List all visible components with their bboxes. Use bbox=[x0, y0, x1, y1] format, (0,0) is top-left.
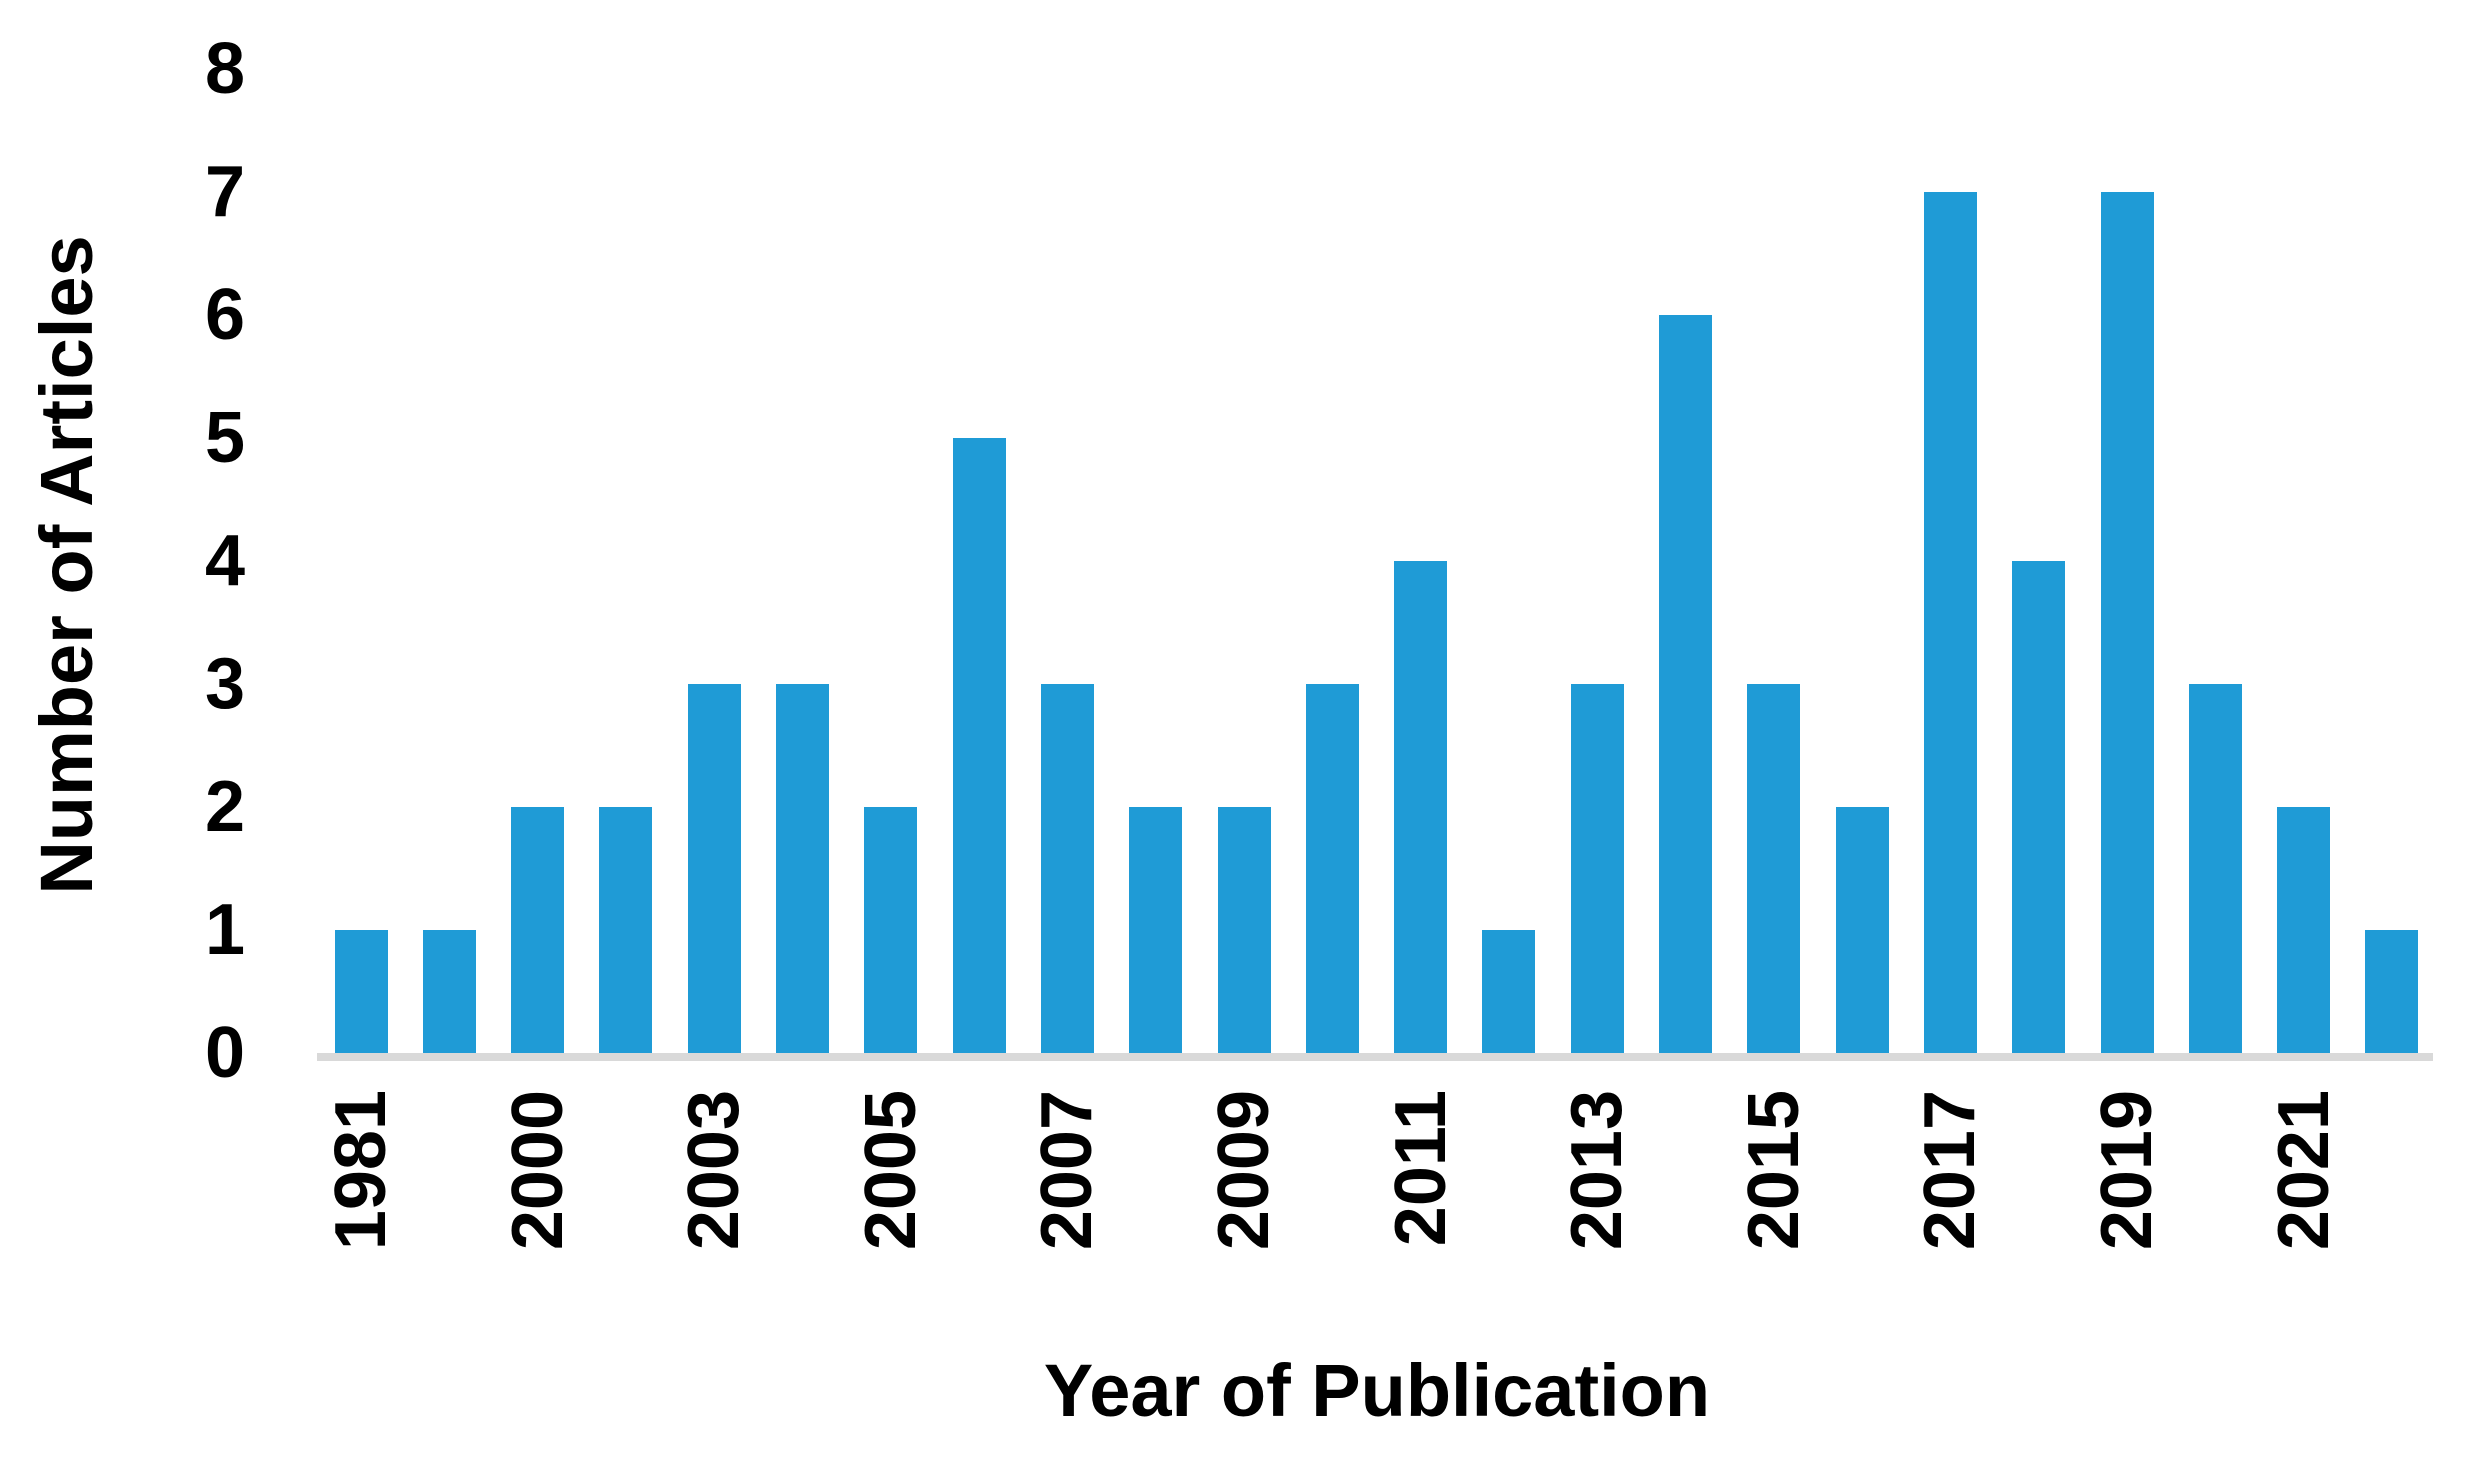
x-tick-label-text: 2015 bbox=[1733, 1090, 1814, 1251]
bar-2013 bbox=[1570, 684, 1624, 1053]
x-tick-label-text: 2009 bbox=[1204, 1090, 1284, 1251]
x-tick-label-text: 2019 bbox=[2087, 1090, 2167, 1251]
x-tick-label-text: 1981 bbox=[321, 1090, 401, 1251]
x-tick-label-2021: 2021 bbox=[2263, 1090, 2344, 1251]
bar-1981 bbox=[334, 930, 388, 1053]
bar-unlabeled-22 bbox=[2188, 684, 2242, 1053]
x-tick-label-2007: 2007 bbox=[1027, 1090, 1108, 1251]
x-tick-label-2015: 2015 bbox=[1733, 1090, 1814, 1251]
x-tick-label-2011: 2011 bbox=[1380, 1090, 1461, 1247]
y-tick-label-1: 1 bbox=[204, 890, 245, 970]
x-tick-label-text: 2005 bbox=[850, 1090, 931, 1251]
y-tick-label-5: 5 bbox=[204, 398, 245, 478]
y-tick-label-0: 0 bbox=[204, 1013, 245, 1093]
y-tick-label-4: 4 bbox=[204, 521, 245, 601]
x-tick-label-text: 2021 bbox=[2263, 1090, 2344, 1251]
x-tick-label-2003: 2003 bbox=[674, 1090, 755, 1251]
x-tick-label-2000: 2000 bbox=[497, 1090, 578, 1251]
bar-2007 bbox=[1040, 684, 1094, 1053]
x-tick-label-text: 2007 bbox=[1027, 1090, 1108, 1251]
y-tick-label-6: 6 bbox=[204, 275, 245, 355]
bar-unlabeled-14 bbox=[1482, 930, 1536, 1053]
bar-unlabeled-12 bbox=[1305, 684, 1359, 1053]
x-tick-label-text: 2017 bbox=[1910, 1090, 1991, 1251]
y-tick-label-8: 8 bbox=[204, 29, 245, 109]
bar-2021 bbox=[2277, 807, 2331, 1053]
bar-2000 bbox=[511, 807, 565, 1053]
bar-unlabeled-8 bbox=[952, 438, 1006, 1053]
x-tick-label-2019: 2019 bbox=[2087, 1090, 2167, 1251]
x-tick-label-text: 2003 bbox=[674, 1090, 755, 1251]
x-tick-label-text: 2011 bbox=[1380, 1090, 1461, 1247]
y-tick-label-2: 2 bbox=[204, 767, 245, 847]
x-tick-label-1981: 1981 bbox=[321, 1090, 401, 1251]
bar-2009 bbox=[1217, 807, 1271, 1053]
bar-unlabeled-10 bbox=[1129, 807, 1183, 1053]
y-tick-label-3: 3 bbox=[204, 644, 245, 724]
bar-2011 bbox=[1394, 561, 1448, 1053]
bar-2019 bbox=[2100, 192, 2154, 1053]
x-tick-label-2017: 2017 bbox=[1910, 1090, 1991, 1251]
y-tick-label-7: 7 bbox=[204, 152, 245, 232]
x-axis-title-text: Year of Publication bbox=[1043, 1349, 1711, 1432]
bar-2003 bbox=[687, 684, 741, 1053]
x-tick-label-2009: 2009 bbox=[1204, 1090, 1284, 1251]
x-axis-line bbox=[317, 1053, 2433, 1061]
bar-unlabeled-16 bbox=[1659, 315, 1712, 1053]
bar-unlabeled-4 bbox=[599, 807, 653, 1053]
bar-unlabeled-20 bbox=[2012, 561, 2066, 1053]
x-tick-label-text: 2013 bbox=[1557, 1090, 1638, 1251]
bar-2015 bbox=[1747, 684, 1801, 1053]
bar-unlabeled-6 bbox=[776, 684, 829, 1053]
x-axis-title: Year of Publication bbox=[1044, 1352, 1710, 1430]
bar-unlabeled-24 bbox=[2365, 930, 2419, 1053]
x-tick-label-2005: 2005 bbox=[850, 1090, 931, 1251]
x-tick-label-text: 2000 bbox=[497, 1090, 578, 1251]
bar-unlabeled-18 bbox=[1835, 807, 1889, 1053]
bar-2017 bbox=[1923, 192, 1977, 1053]
bar-unlabeled-2 bbox=[422, 930, 476, 1053]
x-tick-label-2013: 2013 bbox=[1557, 1090, 1638, 1251]
bar-2005 bbox=[864, 807, 918, 1053]
